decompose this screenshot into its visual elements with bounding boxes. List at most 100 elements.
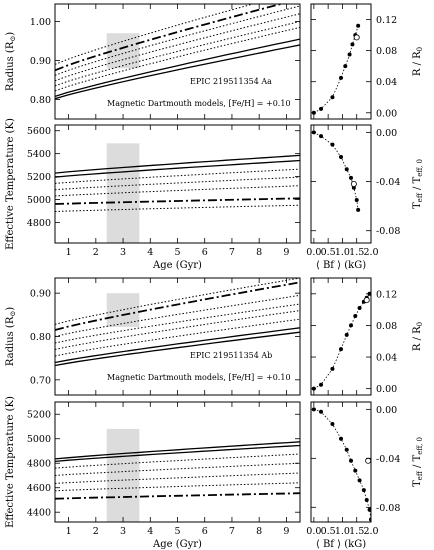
trend-curve bbox=[313, 132, 359, 210]
y-axis-label: Effective Temperature (K) bbox=[5, 396, 16, 528]
x-tick-label: 1 bbox=[66, 247, 72, 258]
x-axis-label: ⟨ Bf ⟩ (kG) bbox=[316, 539, 366, 550]
panel-frame bbox=[310, 3, 372, 120]
y-label-mid: / T bbox=[412, 176, 423, 193]
model-line-2 bbox=[55, 327, 300, 364]
y-label-mid: / T bbox=[412, 454, 423, 471]
y-tick-label: 0.04 bbox=[376, 77, 397, 88]
data-point bbox=[319, 382, 323, 387]
x-tick-label: 2.0 bbox=[363, 526, 378, 537]
x-tick-label: 7 bbox=[229, 247, 235, 258]
x-tick-label: 1 bbox=[66, 526, 72, 537]
x-axis-label: Age (Gyr) bbox=[152, 260, 202, 271]
plot-area bbox=[311, 291, 371, 391]
model-line-7 bbox=[55, 4, 285, 72]
data-point bbox=[319, 134, 323, 139]
model-line-3 bbox=[55, 168, 300, 184]
x-tick-label: 1.0 bbox=[335, 526, 350, 537]
y-label-close: ) bbox=[5, 32, 16, 36]
y-tick-label: 0.00 bbox=[376, 128, 397, 139]
y-label-text: T bbox=[412, 202, 423, 209]
x-tick-label: 4 bbox=[147, 247, 153, 258]
y-tick-label: 0.08 bbox=[376, 46, 397, 57]
plot-area bbox=[55, 278, 300, 367]
panel-frame bbox=[54, 124, 301, 244]
model-line-7 bbox=[55, 281, 300, 331]
model-line-3 bbox=[55, 26, 300, 92]
data-point bbox=[319, 106, 323, 111]
y-tick-label: 0.80 bbox=[30, 95, 51, 106]
x-tick-label: 1.0 bbox=[335, 247, 350, 258]
y-tick-label: 0.70 bbox=[30, 375, 51, 386]
panel-4: 0.00 -0.04 -0.08 0.0 0.5 1.0 1.5 2.0 ⟨ Bf ⟩ (kG)… bbox=[306, 124, 424, 271]
annotation-star-name: EPIC 219511354 Aa bbox=[190, 77, 272, 86]
panel-frame bbox=[310, 277, 372, 396]
x-tick-label: 6 bbox=[202, 247, 208, 258]
x-tick-label: 2 bbox=[93, 526, 99, 537]
data-point bbox=[349, 323, 353, 328]
y-axis-label: Teff / Teff, 0 bbox=[412, 437, 424, 487]
annotation-star-name: EPIC 219511354 Ab bbox=[190, 351, 272, 360]
data-point bbox=[361, 488, 366, 493]
y-label-subscript: 0 bbox=[416, 322, 424, 326]
data-point bbox=[356, 207, 361, 212]
model-line-4 bbox=[55, 176, 300, 191]
x-tick-label: 3 bbox=[120, 526, 126, 537]
y-tick-label: 0.00 bbox=[376, 108, 397, 119]
model-line-5 bbox=[55, 185, 300, 197]
data-point bbox=[357, 478, 362, 483]
y-tick-label: 0.08 bbox=[376, 321, 397, 332]
y-label-text: R / R bbox=[412, 326, 423, 351]
x-tick-label: 2 bbox=[93, 247, 99, 258]
y-label-text: T bbox=[412, 480, 423, 487]
model-line-1 bbox=[55, 441, 300, 460]
trend-curve bbox=[313, 25, 359, 114]
y-label-subscript: eff bbox=[416, 470, 424, 480]
data-point bbox=[339, 436, 343, 441]
x-tick-label: 0.5 bbox=[321, 526, 336, 537]
y-tick-label: 5600 bbox=[27, 126, 51, 137]
y-tick-label: -0.08 bbox=[376, 503, 400, 514]
data-point bbox=[330, 366, 335, 371]
x-tick-label: 0.0 bbox=[306, 247, 321, 258]
y-axis-label: Radius (R⊙) bbox=[5, 307, 17, 366]
y-label-sun-symbol: ⊙ bbox=[9, 36, 17, 42]
model-line-5 bbox=[55, 303, 300, 344]
y-tick-label: 0.12 bbox=[376, 15, 397, 26]
data-point bbox=[339, 347, 343, 352]
model-line-8 bbox=[55, 4, 255, 65]
model-line-6 bbox=[55, 294, 300, 337]
y-tick-label: 0.00 bbox=[376, 384, 397, 395]
y-tick-label: 5200 bbox=[27, 172, 51, 183]
data-point bbox=[356, 23, 361, 28]
y-label-sun-symbol: ⊙ bbox=[9, 311, 17, 317]
data-point bbox=[350, 42, 355, 47]
y-tick-label: 1.00 bbox=[30, 17, 51, 28]
data-point bbox=[330, 422, 335, 427]
model-line-6 bbox=[55, 5, 300, 76]
x-tick-label: 5 bbox=[174, 526, 180, 537]
x-tick-label: 0.5 bbox=[321, 247, 336, 258]
y-tick-label: 4800 bbox=[27, 459, 51, 470]
y-label-close: ) bbox=[5, 307, 16, 311]
y-tick-label: 4600 bbox=[27, 483, 51, 494]
y-tick-label: -0.04 bbox=[376, 454, 400, 465]
x-tick-label: 7 bbox=[229, 526, 235, 537]
panel-frame bbox=[310, 124, 372, 244]
x-tick-label: 1.5 bbox=[349, 526, 364, 537]
observed-range-box bbox=[106, 293, 140, 327]
model-line-5 bbox=[55, 13, 300, 82]
data-point bbox=[330, 95, 335, 100]
data-point bbox=[344, 447, 349, 452]
x-tick-label: 9 bbox=[283, 526, 289, 537]
x-tick-label: 0.0 bbox=[306, 526, 321, 537]
y-tick-label: 5200 bbox=[27, 410, 51, 421]
data-point bbox=[353, 468, 358, 473]
x-tick-label: 1.5 bbox=[349, 247, 364, 258]
x-tick-label: 8 bbox=[256, 247, 262, 258]
model-line-3 bbox=[55, 318, 300, 357]
plot-area bbox=[55, 4, 300, 100]
y-tick-label: 0.80 bbox=[30, 332, 51, 343]
open-data-point bbox=[350, 180, 357, 187]
